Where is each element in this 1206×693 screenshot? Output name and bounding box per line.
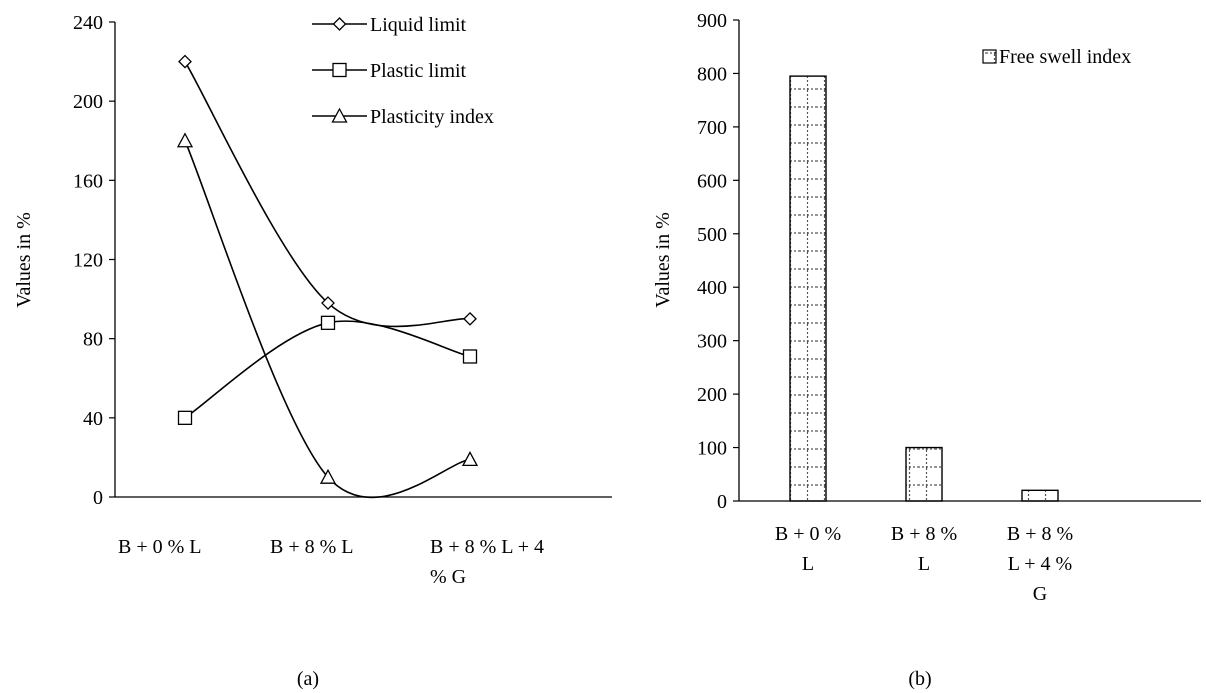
chart-b-ytick-label: 0 xyxy=(717,491,727,513)
legend-marker-plastic-limit xyxy=(332,62,347,78)
chart-b: Values in % 0 100 200 300 400 500 600 700 800 900… xyxy=(652,10,1201,605)
legend-label-liquid-limit: Liquid limit xyxy=(370,14,467,36)
chart-a-xtick-label: B + 8 % L xyxy=(270,536,354,558)
chart-a-ylabel: Values in % xyxy=(13,212,35,308)
chart-b-ytick-label: 200 xyxy=(697,384,727,406)
chart-a-ytick-label: 0 xyxy=(93,487,103,509)
data-point-plasticity-index xyxy=(319,468,337,484)
chart-b-ytick-label: 100 xyxy=(697,438,727,460)
bar-free-swell-index xyxy=(905,446,943,502)
bar-free-swell-index xyxy=(789,75,827,502)
chart-a-ytick-label: 240 xyxy=(73,12,103,34)
chart-a-ytick-label: 40 xyxy=(83,408,103,430)
panel-label-b: (b) xyxy=(908,668,931,690)
chart-a-ytick-label: 200 xyxy=(73,91,103,113)
chart-b-ytick-label: 700 xyxy=(697,117,727,139)
legend-marker-liquid-limit xyxy=(332,17,347,31)
bar-free-swell-index xyxy=(1021,489,1059,502)
legend-label-plasticity-index: Plasticity index xyxy=(370,106,494,128)
chart-b-xtick-label: B + 8 % xyxy=(891,523,957,545)
chart-b-ytick-label: 800 xyxy=(697,63,727,85)
chart-b-xtick-label: L xyxy=(918,553,930,575)
chart-b-ylabel: Values in % xyxy=(652,212,674,308)
data-point-liquid-limit xyxy=(463,311,477,326)
legend-label-free-swell-index: Free swell index xyxy=(999,46,1131,68)
data-point-liquid-limit xyxy=(321,296,335,310)
chart-b-xtick-label: G xyxy=(1033,583,1047,605)
legend-swatch-free-swell-index xyxy=(982,49,997,64)
legend-label-plastic-limit: Plastic limit xyxy=(370,60,467,82)
data-point-liquid-limit xyxy=(178,54,192,69)
chart-b-xtick-label: L xyxy=(802,553,814,575)
data-point-plastic-limit xyxy=(320,315,336,330)
chart-a-ytick-label: 160 xyxy=(73,170,103,192)
chart-a-xtick-label: % G xyxy=(430,566,466,588)
chart-b-xtick-label: B + 0 % xyxy=(775,523,841,545)
panel-label-a: (a) xyxy=(297,668,319,690)
chart-a-ytick-label: 80 xyxy=(83,329,103,351)
series-line-plasticity-index xyxy=(184,140,471,499)
chart-b-xtick-label: L + 4 % xyxy=(1008,553,1072,575)
data-point-plastic-limit xyxy=(177,410,193,425)
legend-marker-plasticity-index xyxy=(331,107,348,123)
chart-b-ytick-label: 400 xyxy=(697,277,727,299)
chart-b-ytick-label: 300 xyxy=(697,331,727,353)
chart-a-xtick-label: B + 0 % L xyxy=(118,536,202,558)
chart-a-xtick-label: B + 8 % L + 4 xyxy=(430,536,544,558)
chart-b-ytick-label: 500 xyxy=(697,224,727,246)
series-line-liquid-limit xyxy=(184,61,471,328)
chart-a: Values in % 0 40 80 120 160 200 240 B + 0 % L B… xyxy=(13,12,612,588)
chart-a-ytick-label: 120 xyxy=(73,250,103,272)
chart-b-ytick-label: 600 xyxy=(697,170,727,192)
series-line-plastic-limit xyxy=(184,320,471,419)
chart-b-ytick-label: 900 xyxy=(697,10,727,32)
chart-b-xtick-label: B + 8 % xyxy=(1007,523,1073,545)
data-point-plasticity-index xyxy=(461,451,479,467)
data-point-plastic-limit xyxy=(462,349,478,364)
data-point-plasticity-index xyxy=(176,132,194,148)
